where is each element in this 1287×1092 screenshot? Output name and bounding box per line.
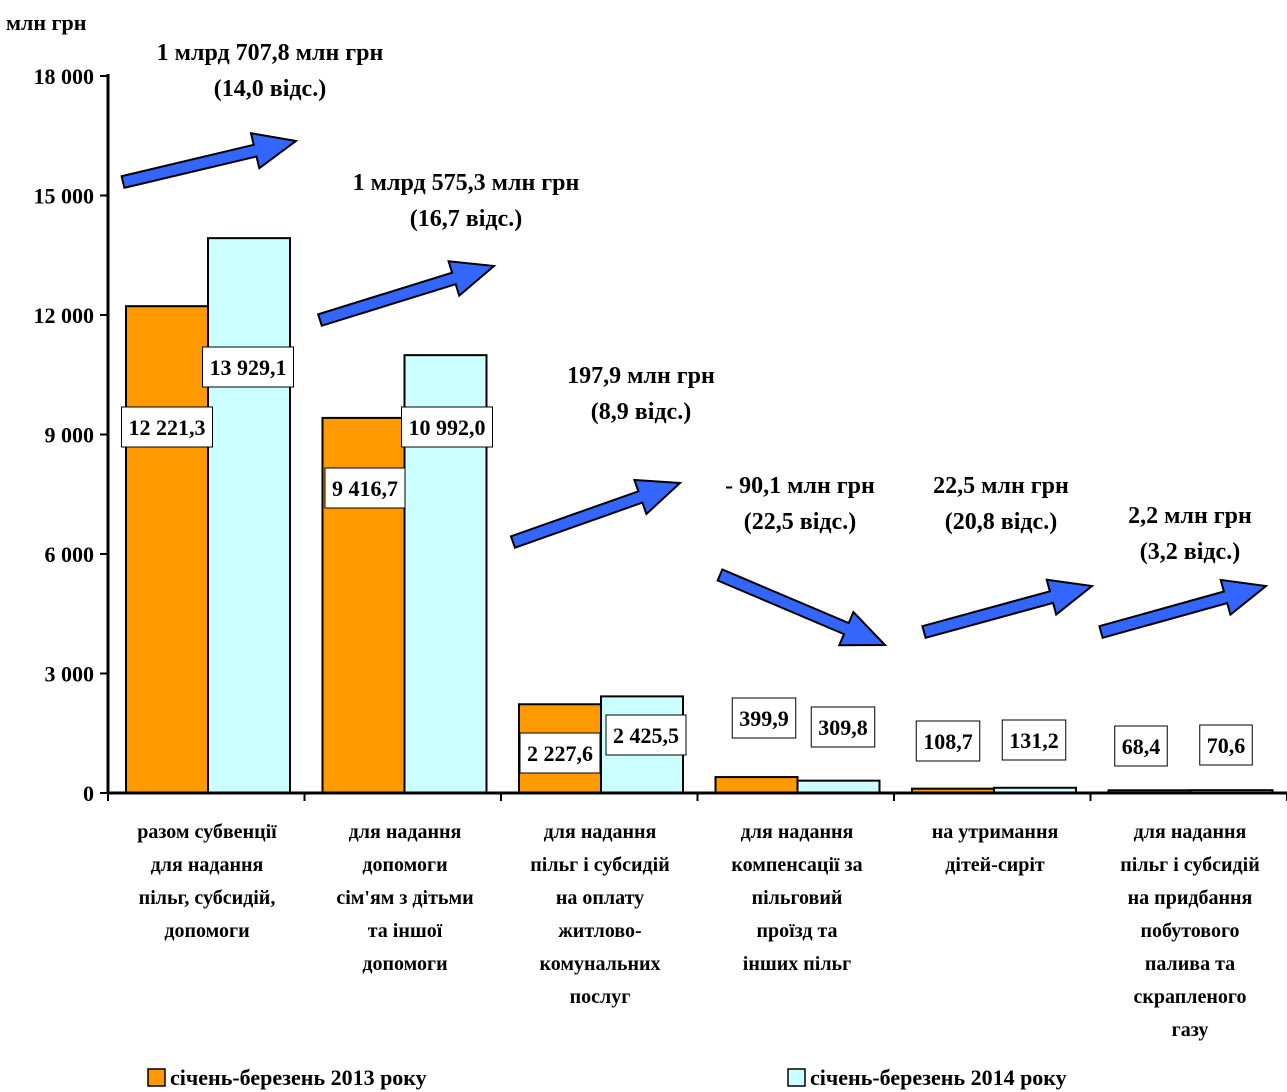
legend-swatch-2014 <box>787 1068 806 1087</box>
value-label-2013-1: 12 221,3 <box>129 415 206 440</box>
category-label-2: та іншої <box>368 920 443 942</box>
category-label-6: палива та <box>1145 953 1235 975</box>
value-label-2014-2: 10 992,0 <box>409 415 486 440</box>
change-arrow-4 <box>716 568 888 647</box>
value-label-2014-5-box <box>1001 719 1067 761</box>
y-tick-label: 9 000 <box>45 423 95 448</box>
category-label-2: сім'ям з дітьми <box>336 887 473 909</box>
category-label-1: допомоги <box>164 920 249 942</box>
category-label-6: для надання <box>1134 821 1247 843</box>
category-label-3: послуг <box>570 986 631 1008</box>
category-label-3: комунальних <box>539 953 660 975</box>
category-label-2: допомоги <box>362 854 447 876</box>
change-arrow-3 <box>509 478 683 549</box>
change-annotation-5: (20,8 відс.) <box>945 509 1057 535</box>
change-arrow-5 <box>921 578 1095 640</box>
change-annotation-4: - 90,1 млн грн <box>725 473 875 499</box>
value-label-2013-2: 9 416,7 <box>332 476 398 501</box>
bar-2013-4 <box>714 776 799 795</box>
category-label-6: газу <box>1172 1019 1209 1041</box>
value-label-2014-6-box <box>1199 724 1253 766</box>
value-label-2014-1: 13 929,1 <box>210 355 287 380</box>
category-label-6: пільг і субсидій <box>1120 854 1259 876</box>
legend-swatch-2013 <box>147 1068 166 1087</box>
category-label-4: пільговий <box>752 887 843 909</box>
value-label-2014-4-box <box>810 706 876 748</box>
category-label-3: для надання <box>544 821 657 843</box>
category-label-4: проїзд та <box>756 920 837 942</box>
value-label-2013-2-box <box>324 467 406 509</box>
change-annotation-1: (14,0 відс.) <box>214 76 326 102</box>
y-axis-unit: млн грн <box>6 10 87 35</box>
value-label-2014-4: 309,8 <box>818 715 868 740</box>
bar-2014-1 <box>207 237 291 794</box>
change-annotation-6: (3,2 відс.) <box>1140 539 1240 565</box>
category-label-6: на придбання <box>1128 887 1253 909</box>
value-labels: 12 221,3 9 416,7 2 227,6 399,9 108,7 68,4 13 9… <box>121 346 1253 774</box>
change-annotation-4: (22,5 відс.) <box>744 509 856 535</box>
value-label-2014-2-box <box>401 406 493 448</box>
legend: січень-березень 2013 року січень-березень… <box>147 1065 1067 1090</box>
y-tick-label: 0 <box>83 781 94 806</box>
change-arrow-2 <box>316 260 497 327</box>
y-tick-label: 12 000 <box>34 303 95 328</box>
change-annotation-1: 1 млрд 707,8 млн грн <box>157 40 384 66</box>
change-arrow-6 <box>1098 578 1269 640</box>
category-label-3: на оплату <box>556 887 644 909</box>
category-label-3: пільг і субсидій <box>530 854 669 876</box>
value-label-2013-3-box <box>519 732 601 774</box>
category-labels: разом субвенції для надання пільг, субсиді… <box>137 821 1259 1041</box>
value-label-2013-4: 399,9 <box>739 706 789 731</box>
category-label-2: для надання <box>349 821 462 843</box>
value-label-2014-6: 70,6 <box>1207 733 1246 758</box>
value-label-2013-5: 108,7 <box>923 729 973 754</box>
change-arrow-1 <box>120 131 299 190</box>
category-label-4: для надання <box>741 821 854 843</box>
category-label-5: дітей-сиріт <box>945 854 1045 876</box>
category-label-1: для надання <box>151 854 264 876</box>
value-label-2013-6: 68,4 <box>1122 734 1161 759</box>
y-tick-label: 15 000 <box>34 184 95 209</box>
change-annotation-3: 197,9 млн грн <box>567 363 715 389</box>
value-label-2013-6-box <box>1114 725 1168 767</box>
y-tick-label: 3 000 <box>45 662 95 687</box>
category-label-4: компенсації за <box>731 854 862 876</box>
bars <box>125 237 1274 795</box>
legend-label-2014: січень-березень 2014 року <box>810 1065 1067 1090</box>
legend-label-2013: січень-березень 2013 року <box>170 1065 427 1090</box>
change-annotation-5: 22,5 млн грн <box>933 473 1069 499</box>
value-label-2013-1-box <box>121 406 213 448</box>
value-label-2014-3-box <box>605 714 687 756</box>
axes: 0 3 000 6 000 9 000 12 000 15 000 18 000 млн гр… <box>6 10 1287 806</box>
category-label-4: інших пільг <box>743 953 851 975</box>
category-label-6: скрапленого <box>1134 986 1247 1008</box>
change-annotation-2: (16,7 відс.) <box>410 206 522 232</box>
y-tick-label: 18 000 <box>34 64 95 89</box>
change-annotation-2: 1 млрд 575,3 млн грн <box>353 170 580 196</box>
change-annotation-3: (8,9 відс.) <box>591 399 691 425</box>
bar-2013-1 <box>125 305 209 794</box>
change-annotations: 1 млрд 707,8 млн грн (14,0 відс.) 1 млрд 5… <box>120 40 1269 647</box>
category-label-1: пільг, субсидій, <box>139 887 276 909</box>
value-label-2014-5: 131,2 <box>1009 728 1059 753</box>
category-label-3: житлово- <box>558 920 641 942</box>
value-label-2013-4-box <box>731 697 797 739</box>
value-label-2014-3: 2 425,5 <box>613 723 679 748</box>
category-label-2: допомоги <box>362 953 447 975</box>
value-label-2013-5-box <box>915 720 981 762</box>
value-label-2013-3: 2 227,6 <box>527 741 593 766</box>
value-label-2014-1-box <box>202 346 294 388</box>
category-label-5: на утримання <box>932 821 1059 843</box>
category-label-6: побутового <box>1140 920 1239 942</box>
category-label-1: разом субвенції <box>137 821 277 843</box>
bar-2014-4 <box>796 779 881 794</box>
change-annotation-6: 2,2 млн грн <box>1128 503 1252 529</box>
y-tick-label: 6 000 <box>45 542 95 567</box>
